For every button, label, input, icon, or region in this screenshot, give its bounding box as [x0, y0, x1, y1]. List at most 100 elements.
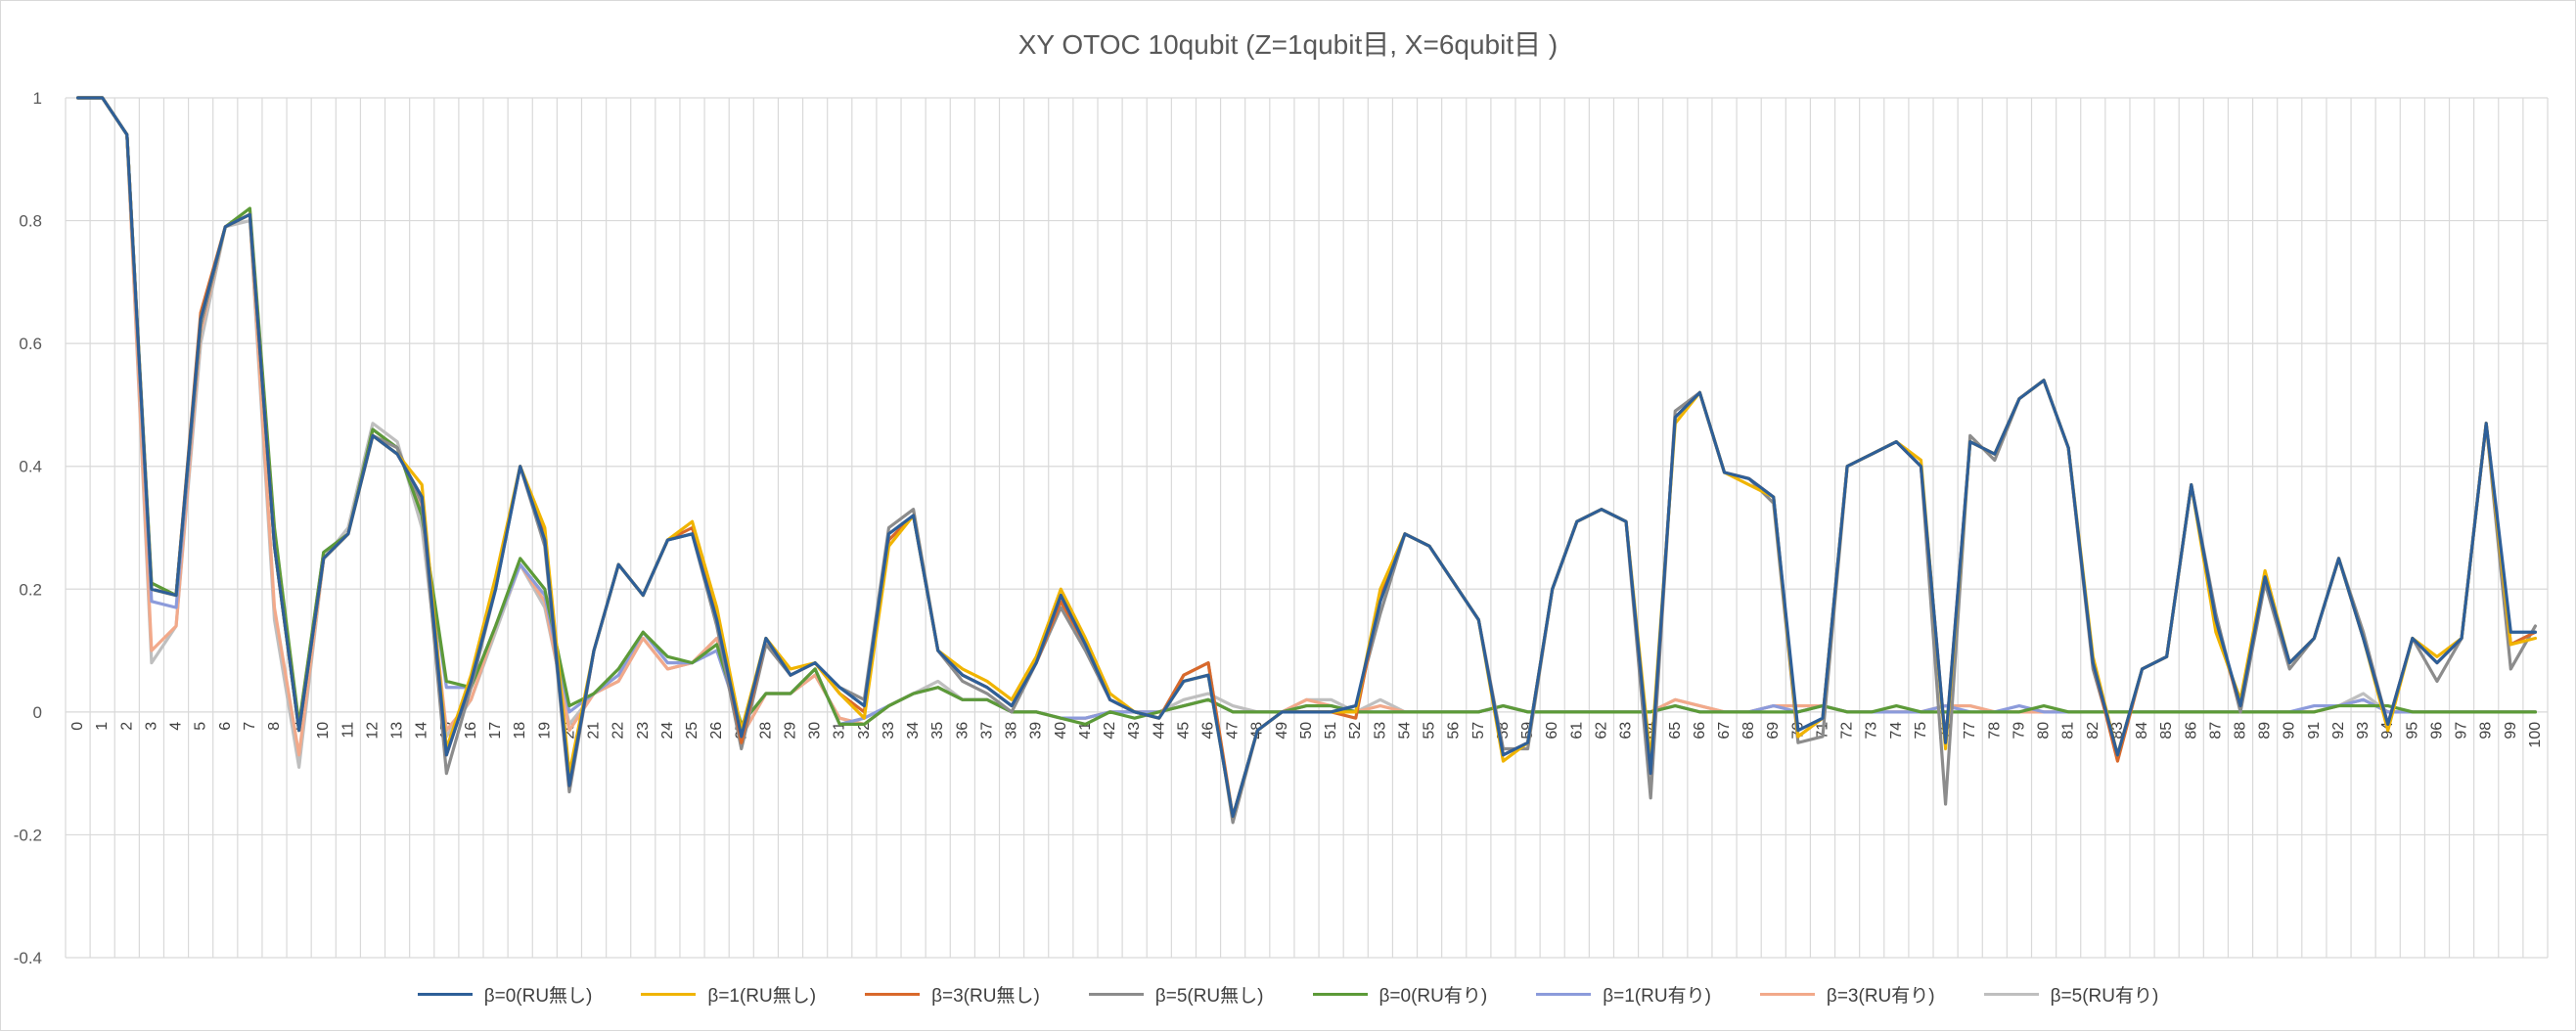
x-tick-label: 88: [2233, 722, 2249, 740]
x-tick-label: 98: [2478, 722, 2495, 740]
legend-item: β=3(RU有り): [1759, 981, 1935, 1008]
x-tick-label: 65: [1667, 722, 1684, 740]
x-tick-label: 17: [487, 722, 504, 740]
series-line-2: [75, 96, 2538, 819]
x-tick-label: 96: [2428, 722, 2445, 740]
x-tick-label: 69: [1765, 722, 1782, 740]
x-tick-label: 63: [1618, 722, 1635, 740]
chart-title: XY OTOC 10qubit (Z=1qubit目, X=6qubit目 ): [1017, 29, 1559, 60]
y-tick-label: 0.4: [19, 458, 42, 476]
y-tick-label: -0.2: [14, 826, 42, 844]
legend-item: β=0(RU有り): [1312, 981, 1488, 1008]
x-tick-label: 57: [1470, 722, 1487, 740]
x-tick-label: 50: [1298, 722, 1315, 740]
x-tick-label: 38: [1004, 722, 1020, 740]
legend-swatch: [865, 993, 921, 996]
x-tick-label: 72: [1839, 722, 1856, 740]
legend-label: β=5(RU有り): [2050, 986, 2159, 1007]
x-tick-label: 47: [1225, 722, 1242, 740]
x-tick-label: 99: [2503, 722, 2519, 740]
x-tick-label: 26: [708, 722, 725, 740]
x-tick-label: 100: [2527, 722, 2544, 748]
x-tick-label: 51: [1323, 722, 1339, 740]
legend-swatch: [1759, 993, 1815, 996]
x-tick-label: 3: [143, 722, 159, 731]
x-tick-label: 80: [2036, 722, 2053, 740]
x-tick-label: 91: [2306, 722, 2323, 740]
x-tick-label: 89: [2257, 722, 2274, 740]
legend-item: β=3(RU無し): [865, 981, 1040, 1008]
x-tick-label: 74: [1888, 722, 1905, 740]
x-tick-label: 49: [1274, 722, 1290, 740]
series-line-4: [75, 96, 2538, 727]
x-tick-label: 66: [1692, 722, 1708, 740]
x-tick-label: 18: [512, 722, 528, 740]
x-tick-label: 33: [881, 722, 897, 740]
x-tick-label: 0: [69, 722, 86, 731]
x-tick-label: 81: [2060, 722, 2077, 740]
x-tick-label: 14: [414, 722, 430, 740]
y-tick-label: -0.4: [14, 949, 42, 967]
x-tick-label: 30: [807, 722, 824, 740]
x-tick-label: 19: [536, 722, 553, 740]
legend-swatch: [1088, 993, 1144, 996]
x-tick-label: 10: [315, 722, 332, 740]
x-tick-label: 79: [2011, 722, 2027, 740]
legend-swatch: [1536, 993, 1592, 996]
x-tick-label: 34: [905, 722, 922, 740]
x-tick-label: 39: [1028, 722, 1045, 740]
y-tick-label: 0.8: [19, 212, 42, 231]
x-tick-label: 43: [1126, 722, 1143, 740]
x-tick-label: 40: [1053, 722, 1069, 740]
y-tick-label: 0: [33, 703, 42, 722]
legend-item: β=1(RU無し): [641, 981, 816, 1008]
x-tick-label: 36: [954, 722, 971, 740]
x-tick-label: 85: [2158, 722, 2175, 740]
x-tick-label: 92: [2330, 722, 2347, 740]
x-tick-label: 55: [1422, 722, 1438, 740]
x-tick-label: 60: [1544, 722, 1560, 740]
x-tick-label: 87: [2207, 722, 2224, 740]
x-tick-label: 75: [1913, 722, 1929, 740]
legend-item: β=5(RU無し): [1088, 981, 1264, 1008]
series-line-1: [75, 96, 2538, 819]
x-tick-label: 16: [463, 722, 479, 740]
legend-swatch: [641, 993, 697, 996]
x-tick-label: 32: [856, 722, 873, 740]
legend-label: β=0(RU有り): [1378, 986, 1488, 1007]
legend: β=0(RU無し) β=1(RU無し) β=3(RU無し) β=5(RU無し) β=0(…: [0, 981, 2576, 1008]
x-tick-label: 62: [1593, 722, 1609, 740]
x-tick-label: 45: [1175, 722, 1192, 740]
x-tick-label: 77: [1962, 722, 1978, 740]
legend-item: β=5(RU有り): [1983, 981, 2159, 1008]
x-tick-label: 46: [1200, 722, 1217, 740]
series-line-7: [75, 96, 2538, 769]
x-tick-label: 13: [389, 722, 406, 740]
x-tick-label: 1: [94, 722, 111, 731]
x-tick-label: 68: [1740, 722, 1757, 740]
x-tick-label: 42: [1102, 722, 1118, 740]
x-tick-label: 56: [1446, 722, 1463, 740]
x-tick-label: 52: [1347, 722, 1364, 740]
legend-label: β=5(RU無し): [1154, 986, 1264, 1007]
x-tick-label: 6: [217, 722, 234, 731]
x-tick-label: 93: [2355, 722, 2372, 740]
legend-item: β=0(RU無し): [417, 981, 593, 1008]
series-line-5: [75, 96, 2538, 733]
x-tick-label: 53: [1372, 722, 1388, 740]
x-tick-label: 11: [339, 722, 356, 739]
legend-swatch: [1983, 993, 2039, 996]
legend-label: β=1(RU有り): [1603, 986, 1711, 1007]
legend-label: β=0(RU無し): [483, 986, 593, 1007]
x-tick-label: 78: [1986, 722, 2003, 740]
legend-swatch: [417, 993, 473, 996]
x-tick-label: 35: [929, 722, 946, 740]
x-tick-label: 22: [610, 722, 627, 740]
x-tick-label: 73: [1864, 722, 1880, 740]
x-tick-label: 29: [783, 722, 799, 740]
y-tick-label: 0.2: [19, 580, 42, 599]
series-line-0: [75, 96, 2538, 819]
x-tick-label: 12: [364, 722, 381, 740]
series-line-3: [75, 96, 2538, 825]
